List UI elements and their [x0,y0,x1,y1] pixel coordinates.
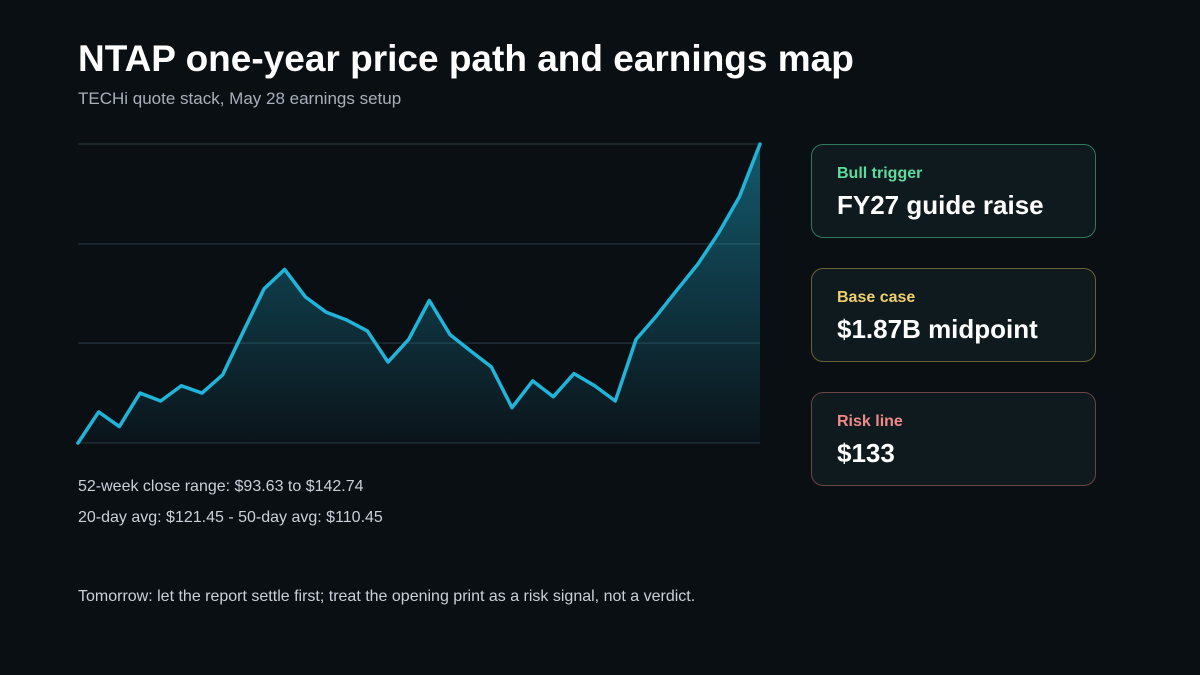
scenario-card: Base case $1.87B midpoint [811,268,1096,362]
card-value: $133 [837,438,895,468]
subtitle: TECHi quote stack, May 28 earnings setup [78,89,402,108]
title: NTAP one-year price path and earnings ma… [78,38,854,79]
card-label: Risk line [837,413,903,430]
average-note: 20-day avg: $121.45 - 50-day avg: $110.4… [78,509,383,526]
chart [76,142,762,445]
range-note: 52-week close range: $93.63 to $142.74 [78,478,364,495]
card-value: $1.87B midpoint [837,314,1038,344]
scenario-card: Risk line $133 [811,392,1096,486]
price-line [76,142,762,445]
card-value: FY27 guide raise [837,190,1044,220]
footer-note: Tomorrow: let the report settle first; t… [78,588,696,605]
scenario-card: Bull trigger FY27 guide raise [811,144,1096,238]
area-fill [78,144,760,443]
card-label: Bull trigger [837,165,923,182]
card-label: Base case [837,289,916,306]
